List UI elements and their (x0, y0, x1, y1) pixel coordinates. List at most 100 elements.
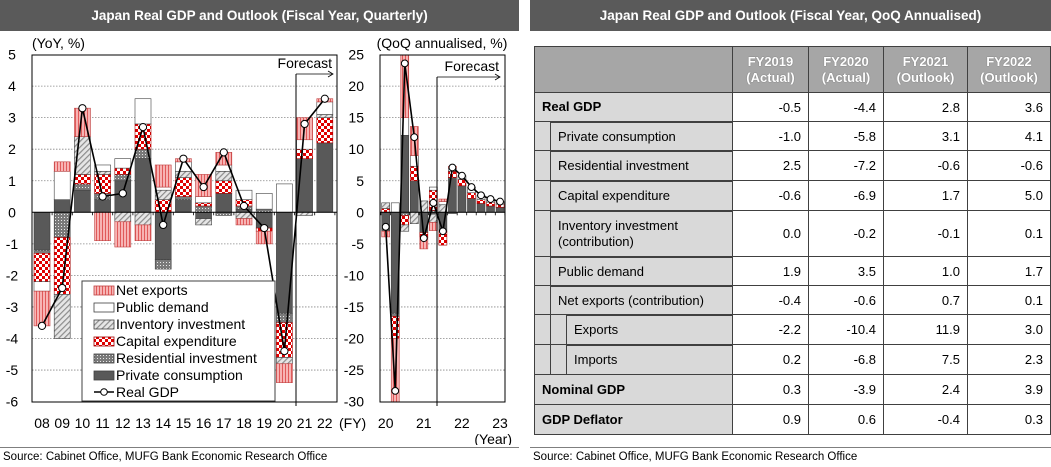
real-gdp-point (179, 154, 188, 163)
bar-private-consumption (154, 212, 172, 260)
real-gdp-point (320, 94, 329, 103)
real-gdp-point (400, 59, 409, 68)
plot-frame (379, 54, 506, 403)
value-cell: 3.0 (967, 314, 1051, 345)
value-cell: 0.3 (967, 404, 1051, 435)
x-tick-label: 09 (54, 415, 70, 431)
bar-private-consumption (476, 203, 486, 213)
header-status: (Actual) (821, 69, 871, 85)
real-gdp-point (260, 223, 269, 233)
value-cell: 0.0 (732, 210, 809, 257)
real-gdp-point (467, 183, 476, 191)
x-tick-label: 10 (75, 415, 91, 431)
x-tick-label: 14 (155, 415, 171, 431)
x-axis-label: (Year) (474, 431, 512, 445)
value-cell: -4.4 (808, 92, 884, 122)
bar-private-consumption (215, 193, 233, 213)
bar-residential-investment (33, 249, 51, 254)
bar-capital-expenditure (94, 174, 111, 194)
value-cell: 7.5 (883, 344, 968, 375)
value-cell: -0.6 (808, 285, 884, 315)
real-gdp-point (58, 283, 67, 293)
legend-swatch-net-exports (93, 285, 115, 296)
bar-capital-expenditure (381, 208, 391, 213)
bar-private-consumption (33, 212, 51, 251)
row-label: Exports (566, 315, 732, 344)
gdp-outlook-table: FY2019 (Actual) FY2020 (Actual) FY2021 (Outlo… (534, 46, 1051, 435)
bar-net-exports (134, 224, 152, 241)
real-gdp-point (429, 198, 438, 207)
bar-public-demand (114, 158, 132, 169)
y-tick-label: 5 (8, 47, 16, 63)
bar-net-exports (114, 221, 132, 248)
y-tick-label: -5 (352, 236, 365, 252)
table-row-imports: Imports 0.2 -6.8 7.5 2.3 (534, 344, 1051, 375)
row-label-cell: Real GDP (534, 92, 733, 122)
x-tick-label: 17 (216, 415, 232, 431)
x-tick-label: 22 (317, 415, 333, 431)
value-cell: -0.1 (883, 210, 968, 257)
bar-capital-expenditure (33, 253, 51, 283)
value-cell: 5.0 (967, 180, 1051, 211)
bar-net-exports (53, 161, 71, 172)
table-row-real-gdp: Real GDP -0.5 -4.4 2.8 3.6 (534, 92, 1051, 122)
value-cell: -1.0 (732, 121, 809, 151)
row-label-cell: Exports (534, 314, 733, 345)
row-label: Real GDP (542, 99, 602, 114)
value-cell: -0.6 (732, 180, 809, 211)
real-gdp-point (300, 119, 309, 129)
value-cell: 1.7 (967, 256, 1051, 286)
value-cell: 0.3 (732, 374, 809, 405)
row-label: Capital expenditure (550, 181, 732, 210)
value-cell: 11.9 (883, 314, 968, 345)
bar-private-consumption (195, 212, 212, 219)
y-tick-label: 15 (348, 110, 364, 126)
y-tick-label: -30 (344, 394, 364, 410)
real-gdp-point (78, 104, 87, 113)
y-tick-label: -10 (344, 267, 364, 283)
value-cell: 0.1 (967, 210, 1051, 257)
value-cell: 2.8 (883, 92, 968, 122)
value-cell: -7.2 (808, 150, 884, 181)
x-tick-label: 08 (34, 415, 50, 431)
row-label-cell: Imports (534, 344, 733, 375)
legend-label-net-exports: Net exports (116, 282, 188, 298)
y-tick-label: 4 (8, 78, 16, 94)
value-cell: 0.7 (883, 285, 968, 315)
x-tick-label: 12 (115, 415, 131, 431)
value-cell: 0.2 (732, 344, 809, 375)
bar-public-demand (390, 202, 400, 213)
y-tick-label: -3 (6, 299, 19, 315)
x-tick-label: 20 (277, 415, 293, 431)
table-row-private-consumption: Private consumption -1.0 -5.8 3.1 4.1 (534, 121, 1051, 151)
y-tick-label: -2 (6, 267, 19, 283)
real-gdp-point (219, 148, 228, 157)
bar-private-consumption (495, 206, 505, 213)
real-gdp-point (410, 133, 419, 142)
bar-public-demand (53, 170, 71, 200)
row-label-cell: Capital expenditure (534, 180, 733, 211)
bar-residential-investment (154, 259, 172, 270)
bar-private-consumption (409, 180, 419, 213)
legend-swatch-capital-expenditure (93, 336, 115, 347)
table-row-inventory-investment-contribution-: Inventory investment (contribution) 0.0 -0… (534, 210, 1051, 257)
bar-public-demand (296, 139, 313, 150)
x-axis-label: (FY) (339, 415, 366, 431)
bar-inventory-investment (409, 212, 419, 224)
bar-capital-expenditure (457, 179, 467, 187)
indent-rail (550, 315, 551, 344)
row-label-cell: Residential investment (534, 150, 733, 181)
y-tick-label: -15 (344, 299, 364, 315)
x-tick-label: 22 (454, 415, 470, 431)
bar-net-exports (235, 218, 253, 226)
real-gdp-point (438, 227, 447, 236)
right-source-note: Source: Cabinet Office, MUFG Bank Econom… (533, 451, 858, 463)
legend-swatch-inventory-investment (93, 319, 115, 330)
left-source-divider (0, 447, 519, 448)
row-label: Inventory investment (contribution) (550, 211, 732, 256)
forecast-arrow-head (494, 73, 501, 81)
bar-capital-expenditure (175, 177, 192, 197)
indent-rail (550, 345, 551, 374)
legend-label-capital-expenditure: Capital expenditure (116, 333, 237, 349)
